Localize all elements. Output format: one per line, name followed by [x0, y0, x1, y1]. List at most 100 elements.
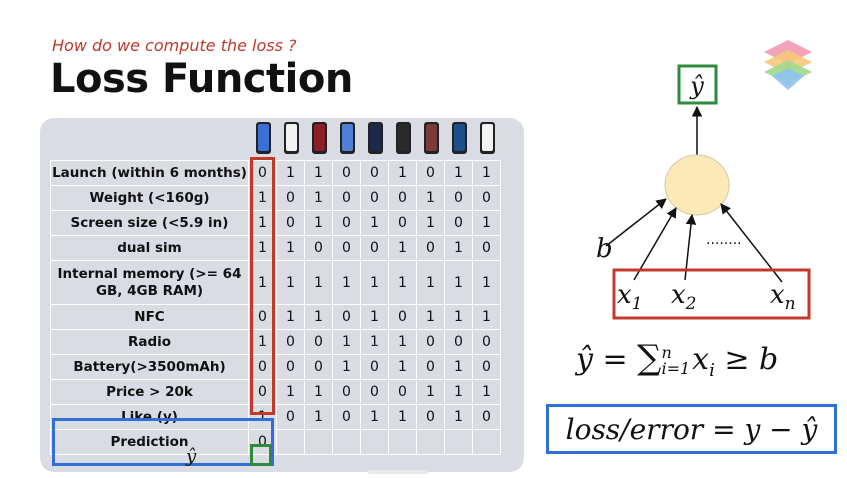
table-cell: 1	[416, 210, 445, 236]
table-cell: 1	[472, 379, 501, 405]
row-label: Battery(>3500mAh)	[50, 354, 249, 380]
table-row: Weight (<160g) 1 0 1 0 0 0 1 0 0	[50, 185, 501, 211]
phone-image-icon	[362, 120, 390, 156]
phone-images-row	[250, 120, 502, 156]
input-n-arrow	[720, 203, 783, 283]
table-cell: 1	[472, 210, 501, 236]
table-cell: 1	[444, 235, 473, 261]
prediction-formula: ŷ = ∑ n i=1 xi ≥ b	[576, 338, 779, 381]
feature-table: Launch (within 6 months) 0 1 1 0 0 1 0 1 1 Weight …	[50, 160, 501, 455]
phone-image-icon	[334, 120, 362, 156]
table-cell: 0	[472, 235, 501, 261]
table-cell: 1	[304, 160, 333, 186]
phone-image-icon	[250, 120, 278, 156]
row-label: Launch (within 6 months)	[50, 160, 249, 186]
row-label: Radio	[50, 329, 249, 355]
input-x1: x1	[617, 280, 643, 314]
row-label: Prediction	[50, 429, 249, 455]
row-label: NFC	[50, 304, 249, 330]
row-label: Screen size (<5.9 in)	[50, 210, 249, 236]
table-cell: 0	[304, 329, 333, 355]
table-cell: 1	[388, 354, 417, 380]
table-cell	[276, 429, 305, 455]
table-cell: 0	[332, 185, 361, 211]
table-row: Price > 20k 0 1 1 0 0 0 1 1 1	[50, 379, 501, 405]
table-cell: 0	[416, 160, 445, 186]
table-row: Radio 1 0 0 1 1 1 0 0 0	[50, 329, 501, 355]
table-cell: 1	[304, 210, 333, 236]
phone-image-icon	[390, 120, 418, 156]
table-cell	[332, 429, 361, 455]
table-cell: 1	[444, 379, 473, 405]
table-cell: 0	[388, 304, 417, 330]
table-cell: 1	[388, 235, 417, 261]
table-cell: 1	[388, 329, 417, 355]
table-cell: 0	[276, 404, 305, 430]
table-cell	[360, 429, 389, 455]
inputs-box	[612, 268, 811, 320]
table-cell: 1	[304, 404, 333, 430]
table-cell: 1	[276, 260, 305, 305]
table-cell: 0	[332, 160, 361, 186]
table-row: dual sim 1 1 0 0 0 1 0 1 0	[50, 235, 501, 261]
table-cell: 0	[388, 185, 417, 211]
table-cell: 0	[388, 210, 417, 236]
phone-image-icon	[278, 120, 306, 156]
table-cell: 1	[388, 160, 417, 186]
table-cell: 1	[472, 304, 501, 330]
table-cell: 1	[444, 160, 473, 186]
ellipsis-dots: ........	[706, 232, 742, 248]
input-1-arrow	[633, 207, 677, 281]
table-row: Like (y) 1 0 1 0 1 1 0 1 0	[50, 404, 501, 430]
phone-image-icon	[446, 120, 474, 156]
loss-formula-box: loss/error = y − ŷ	[546, 404, 837, 454]
table-cell: 1	[304, 304, 333, 330]
table-cell: 1	[472, 260, 501, 305]
table-cell: 1	[388, 260, 417, 305]
table-cell: 0	[332, 379, 361, 405]
table-cell: 1	[276, 304, 305, 330]
table-cell: 1	[360, 210, 389, 236]
input-x2: x2	[671, 280, 697, 314]
slide-title: Loss Function	[50, 56, 353, 102]
table-cell: 1	[332, 354, 361, 380]
table-cell: 1	[444, 404, 473, 430]
table-cell: 1	[276, 235, 305, 261]
table-cell: 0	[276, 329, 305, 355]
table-cell: 0	[360, 379, 389, 405]
table-cell	[472, 429, 501, 455]
phone-image-icon	[418, 120, 446, 156]
table-cell: 0	[444, 329, 473, 355]
table-cell: 1	[332, 260, 361, 305]
table-cell: 1	[360, 260, 389, 305]
table-cell: 1	[360, 304, 389, 330]
table-cell: 0	[276, 210, 305, 236]
table-cell: 0	[388, 379, 417, 405]
table-cell: 0	[416, 354, 445, 380]
layers-logo-icon	[764, 40, 812, 90]
table-cell: 0	[472, 404, 501, 430]
table-row: Prediction 0	[50, 429, 501, 455]
table-cell: 0	[472, 329, 501, 355]
table-row: Battery(>3500mAh) 0 0 0 1 0 1 0 1 0	[50, 354, 501, 380]
table-cell	[304, 429, 333, 455]
table-cell: 1	[276, 379, 305, 405]
table-cell: 1	[276, 160, 305, 186]
table-row: Internal memory (>= 64 GB, 4GB RAM) 1 1 1 1 1…	[50, 260, 501, 305]
table-cell: 0	[416, 235, 445, 261]
bias-arrow	[605, 198, 667, 247]
footer-mark	[368, 470, 428, 474]
table-cell: 1	[304, 379, 333, 405]
table-row: NFC 0 1 1 0 1 0 1 1 1	[50, 304, 501, 330]
prediction-cell-highlight	[250, 444, 272, 466]
table-cell: 0	[304, 235, 333, 261]
table-cell: 0	[360, 185, 389, 211]
table-cell: 0	[444, 210, 473, 236]
table-cell	[416, 429, 445, 455]
neuron-node	[664, 154, 730, 216]
output-box	[677, 64, 718, 105]
prediction-yhat-symbol: ŷ	[186, 446, 197, 467]
phone-image-icon	[306, 120, 334, 156]
table-cell: 0	[304, 354, 333, 380]
table-cell: 1	[416, 379, 445, 405]
